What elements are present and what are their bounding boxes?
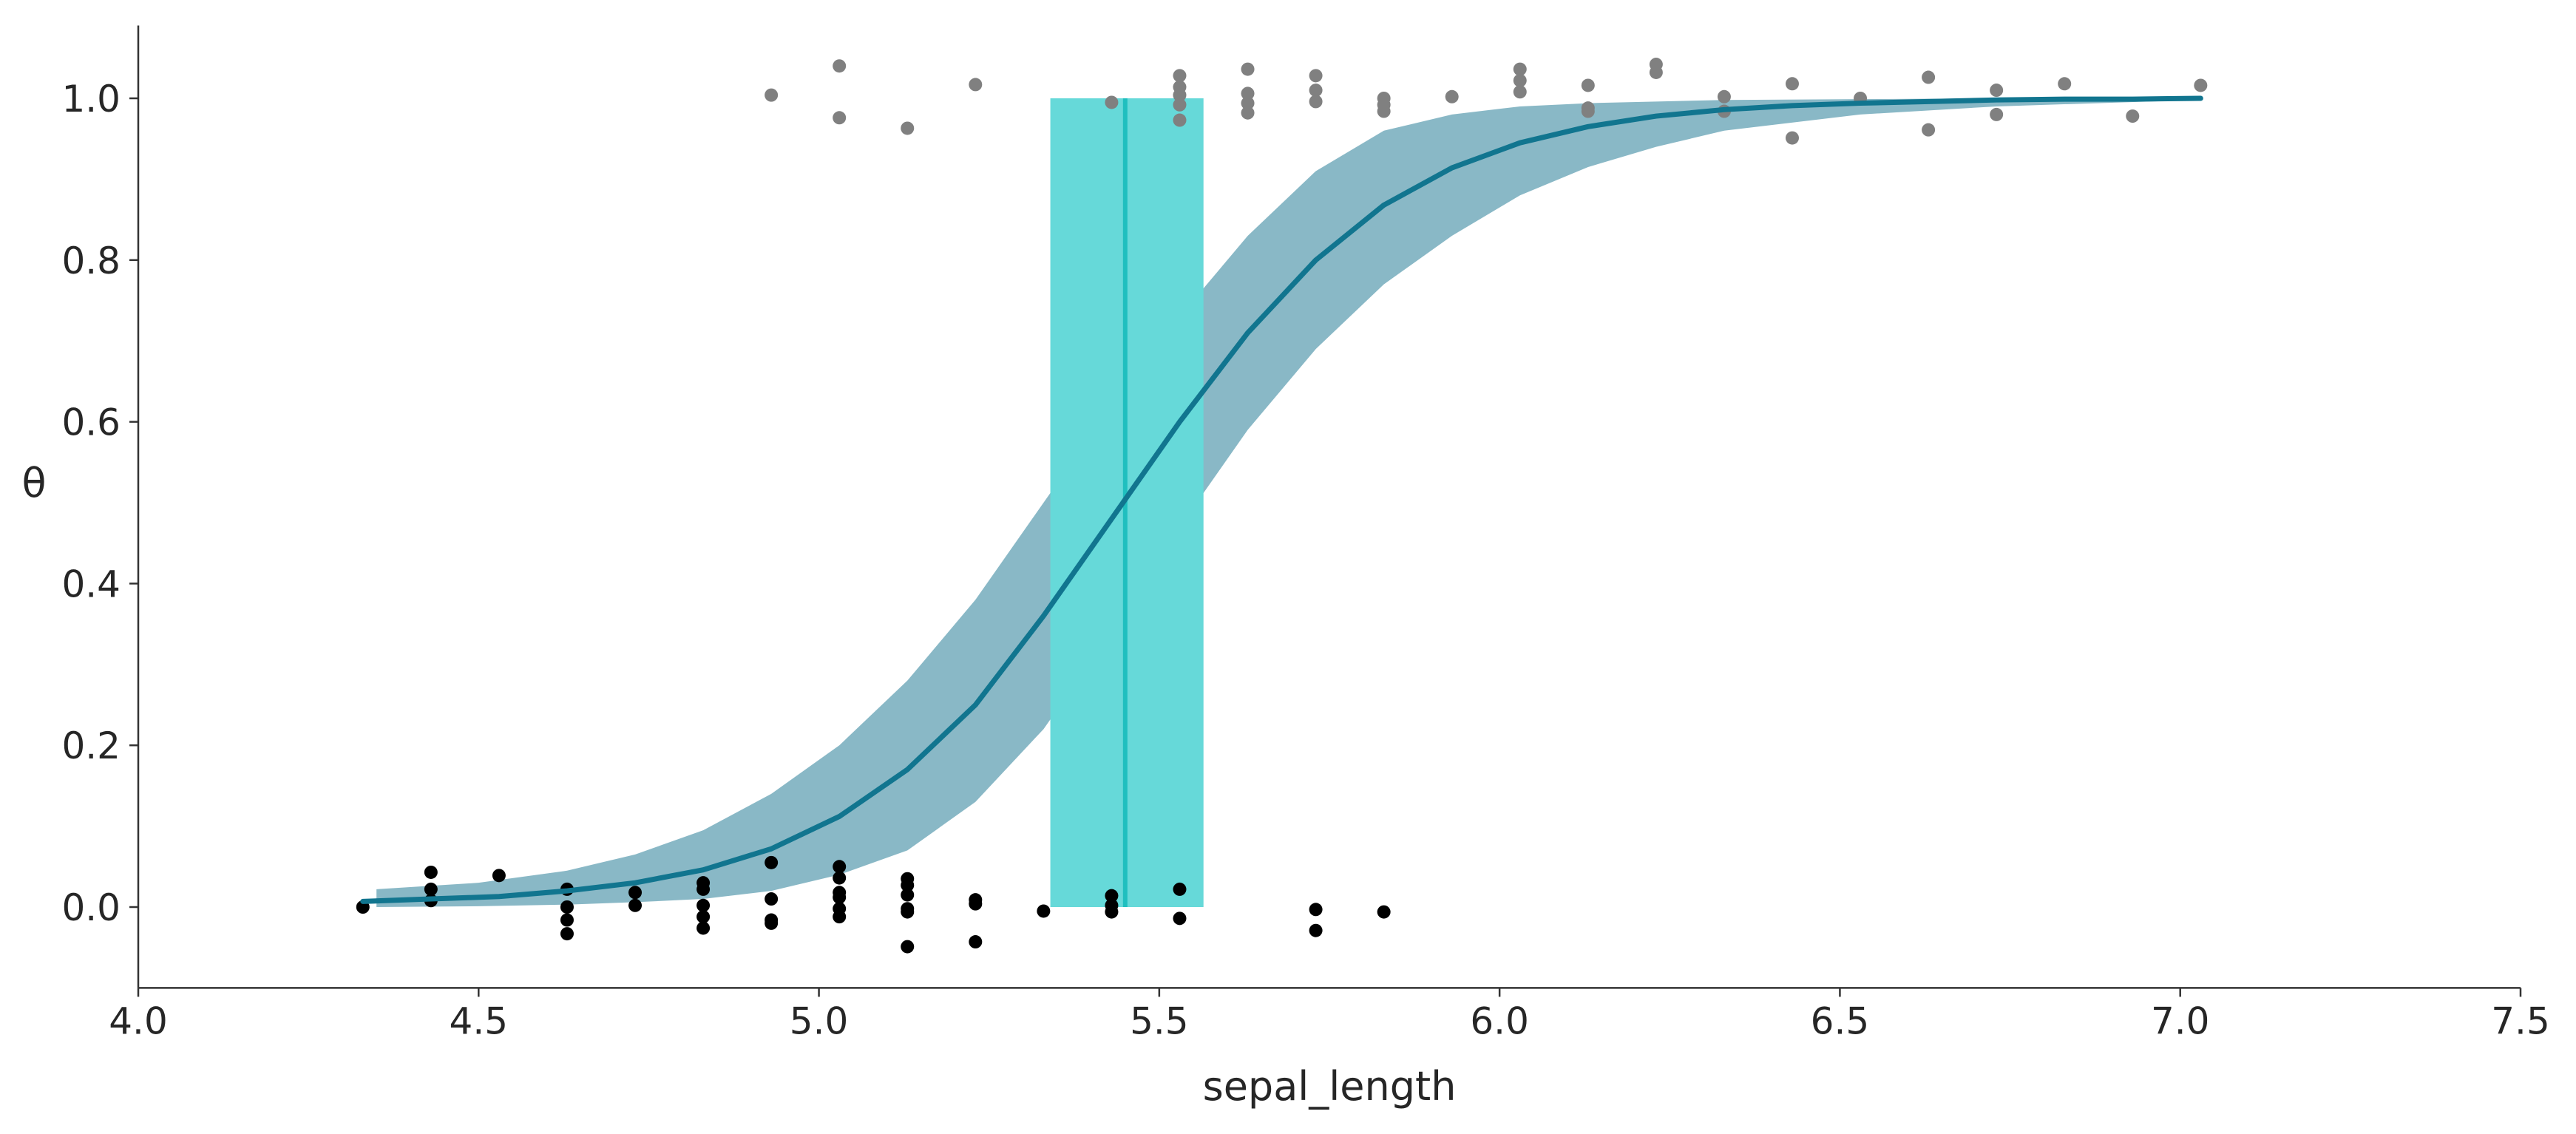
data-point-class-1	[1717, 89, 1731, 103]
data-point-class-0	[1377, 905, 1391, 919]
data-point-class-1	[1241, 106, 1255, 120]
y-tick-label: 0.2	[61, 724, 121, 767]
x-tick-label: 5.0	[790, 999, 849, 1042]
y-tick-label: 0.4	[61, 563, 121, 605]
data-point-class-0	[560, 900, 574, 914]
data-point-class-1	[1922, 70, 1936, 84]
data-point-class-0	[560, 927, 574, 941]
data-point-class-0	[1173, 911, 1187, 926]
data-point-class-1	[1581, 104, 1595, 118]
plot-area	[356, 58, 2208, 954]
data-point-class-1	[1990, 84, 2004, 98]
data-point-class-0	[833, 890, 847, 904]
data-point-class-1	[1785, 77, 1799, 91]
data-point-class-1	[1513, 62, 1527, 76]
data-point-class-1	[1377, 104, 1391, 118]
mean-probability-line	[360, 95, 2203, 904]
data-point-class-0	[765, 892, 779, 906]
x-tick-label: 4.5	[450, 999, 509, 1042]
data-point-class-0	[696, 882, 711, 896]
data-point-class-0	[901, 940, 915, 954]
data-point-class-1	[765, 88, 779, 102]
data-point-class-0	[901, 888, 915, 902]
data-point-class-0	[492, 869, 506, 883]
data-point-class-0	[765, 916, 779, 930]
data-point-class-1	[969, 78, 983, 92]
data-point-class-1	[1513, 73, 1527, 87]
data-point-class-0	[1105, 889, 1119, 903]
data-point-class-1	[2126, 109, 2140, 123]
data-point-class-1	[1173, 88, 1187, 102]
data-point-class-1	[1241, 86, 1255, 101]
data-point-class-0	[1309, 903, 1323, 917]
data-point-class-0	[833, 860, 847, 874]
data-point-class-1	[1105, 95, 1119, 109]
data-point-class-1	[1581, 78, 1595, 92]
data-point-class-1	[2058, 77, 2072, 91]
data-point-class-0	[696, 898, 711, 912]
data-point-class-1	[1241, 62, 1255, 76]
data-point-class-1	[1922, 123, 1936, 137]
y-tick-label: 0.6	[61, 401, 121, 444]
data-point-class-0	[969, 897, 983, 911]
axes: 4.0 4.5 5.0 5.5 6.0 6.5 7.0 7.5 0.0 0.2 0.4 0.6 0.8 1…	[61, 25, 2550, 1042]
data-point-class-0	[969, 935, 983, 949]
data-point-class-1	[1309, 69, 1323, 83]
data-point-class-1	[1309, 84, 1323, 98]
y-tick-label: 0.8	[61, 240, 121, 282]
data-point-class-1	[2194, 78, 2208, 92]
data-point-class-0	[1037, 904, 1051, 918]
data-point-class-1	[1445, 89, 1459, 103]
data-point-class-1	[833, 59, 847, 73]
data-point-class-1	[1173, 98, 1187, 112]
data-point-class-0	[696, 910, 711, 924]
hdi-band	[376, 98, 2201, 907]
x-tick-label: 4.0	[109, 999, 168, 1042]
y-tick-label: 0.0	[61, 886, 121, 929]
data-point-class-0	[1173, 882, 1187, 896]
data-point-class-0	[833, 910, 847, 924]
data-point-class-0	[901, 878, 915, 892]
data-point-class-1	[1785, 131, 1799, 145]
x-tick-label: 5.5	[1130, 999, 1189, 1042]
data-point-class-0	[560, 913, 574, 927]
data-point-class-0	[1105, 905, 1119, 919]
data-point-class-1	[1173, 113, 1187, 127]
x-tick-label: 7.0	[2151, 999, 2210, 1042]
y-tick-label: 1.0	[61, 78, 121, 120]
data-point-class-0	[696, 921, 711, 935]
data-point-class-1	[1649, 65, 1663, 79]
x-tick-label: 7.5	[2491, 999, 2550, 1042]
x-axis-label: sepal_length	[1203, 1063, 1457, 1110]
data-point-class-0	[628, 898, 643, 912]
x-tick-label: 6.0	[1470, 999, 1529, 1042]
data-point-class-0	[424, 865, 438, 879]
data-point-class-0	[424, 882, 438, 896]
data-point-class-1	[1173, 69, 1187, 83]
data-point-class-1	[1241, 96, 1255, 110]
data-point-class-0	[1309, 923, 1323, 937]
y-axis-label: θ	[21, 460, 46, 506]
x-tick-label: 6.5	[1811, 999, 1870, 1042]
data-point-class-1	[1513, 85, 1527, 99]
data-point-class-0	[765, 855, 779, 869]
data-point-class-0	[833, 871, 847, 885]
data-point-class-0	[901, 905, 915, 919]
data-point-class-0	[628, 886, 643, 900]
data-point-class-1	[901, 121, 915, 135]
data-point-class-1	[833, 111, 847, 125]
data-point-class-1	[1309, 95, 1323, 109]
data-point-class-1	[1990, 107, 2004, 121]
